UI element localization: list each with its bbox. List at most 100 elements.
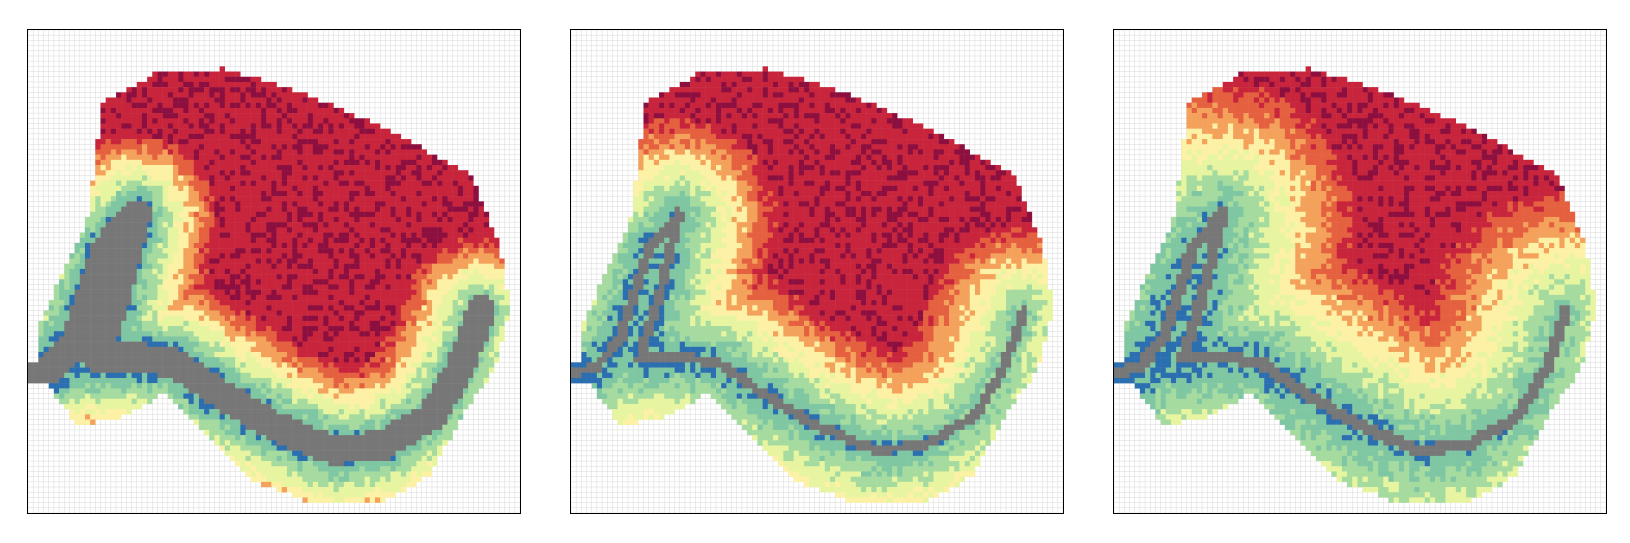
map-cell [157, 326, 163, 332]
map-cell [204, 159, 210, 166]
map-cell [147, 331, 153, 337]
map-cell [271, 102, 277, 109]
map-cell [338, 159, 345, 166]
map-cell [64, 268, 70, 275]
map-cell [437, 159, 443, 166]
map-cell [318, 248, 324, 254]
map-cell [188, 123, 194, 129]
map-cell [245, 284, 251, 290]
map-cell [266, 274, 272, 280]
map-cell [364, 409, 371, 415]
map-cell [463, 242, 469, 249]
map-cell [488, 268, 495, 275]
map-cell [121, 367, 127, 373]
map-cell [173, 144, 179, 150]
map-cell [245, 216, 251, 223]
map-cell [235, 289, 241, 296]
map-cell [338, 133, 345, 140]
map-cell [406, 383, 412, 389]
map-cell [307, 403, 314, 410]
map-cell [255, 331, 262, 337]
map-cell [100, 398, 106, 405]
map-cell [426, 185, 433, 192]
map-cell [338, 424, 345, 431]
map-cell [147, 92, 153, 98]
map-cell [463, 377, 469, 384]
map-cell [338, 419, 345, 425]
map-cell [318, 294, 324, 301]
map-cell [261, 107, 267, 114]
map-cell [343, 170, 350, 176]
map-cell [338, 279, 345, 285]
map-cell [302, 222, 308, 228]
map-cell [395, 419, 402, 425]
map-cell [240, 175, 246, 181]
map-cell [105, 300, 112, 306]
map-cell [152, 367, 158, 373]
map-cell [354, 326, 360, 332]
map-cell [431, 216, 438, 223]
map-cell [235, 128, 241, 135]
map-cell [141, 331, 148, 337]
map-cell [333, 159, 339, 166]
map-cell [416, 222, 422, 228]
map-cell [261, 154, 267, 161]
map-cell [255, 87, 262, 93]
map-cell [152, 211, 158, 218]
map-cell [442, 346, 448, 353]
map-cell [183, 170, 189, 176]
map-cell [183, 123, 189, 129]
map-cell [219, 113, 225, 119]
map-cell [499, 320, 505, 327]
map-cell [323, 274, 329, 280]
map-cell [374, 326, 381, 332]
map-cell [442, 185, 448, 192]
map-cell [173, 201, 179, 207]
map-cell [302, 294, 308, 301]
map-cell [271, 393, 277, 399]
map-cell [286, 92, 293, 98]
map-cell [240, 123, 246, 129]
map-cell [281, 367, 288, 373]
map-cell [437, 274, 443, 280]
map-cell [188, 372, 194, 379]
map-cell [431, 377, 438, 384]
map-cell [110, 258, 117, 264]
map-cell [250, 398, 257, 405]
map-cell [354, 300, 360, 306]
map-cell [173, 351, 179, 358]
map-cell [359, 170, 365, 176]
map-cell [204, 123, 210, 129]
map-cell [478, 237, 484, 244]
map-cell [457, 222, 464, 228]
map-cell [343, 383, 350, 389]
map-cell [266, 232, 272, 238]
map-cell [349, 346, 355, 353]
map-cell [442, 367, 448, 373]
map-cell [204, 320, 210, 327]
map-cell [266, 185, 272, 192]
map-cell [255, 107, 262, 114]
map-cell [292, 237, 298, 244]
map-cell [188, 341, 194, 348]
map-cell [250, 372, 257, 379]
map-cell [188, 237, 194, 244]
map-cell [183, 248, 189, 254]
map-cell [105, 227, 112, 233]
map-cell [224, 237, 231, 244]
map-cell [364, 268, 371, 275]
map-cell [84, 227, 91, 233]
map-cell [281, 393, 288, 399]
map-cell [173, 196, 179, 202]
map-cell [198, 180, 205, 187]
map-cell [395, 211, 402, 218]
map-cell [349, 118, 355, 124]
map-cell [374, 357, 381, 363]
map-cell [437, 310, 443, 316]
map-cell [157, 279, 163, 285]
map-cell [204, 232, 210, 238]
map-cell [69, 315, 75, 322]
map-cell [416, 279, 422, 285]
map-cell [323, 258, 329, 264]
map-cell [162, 346, 169, 353]
